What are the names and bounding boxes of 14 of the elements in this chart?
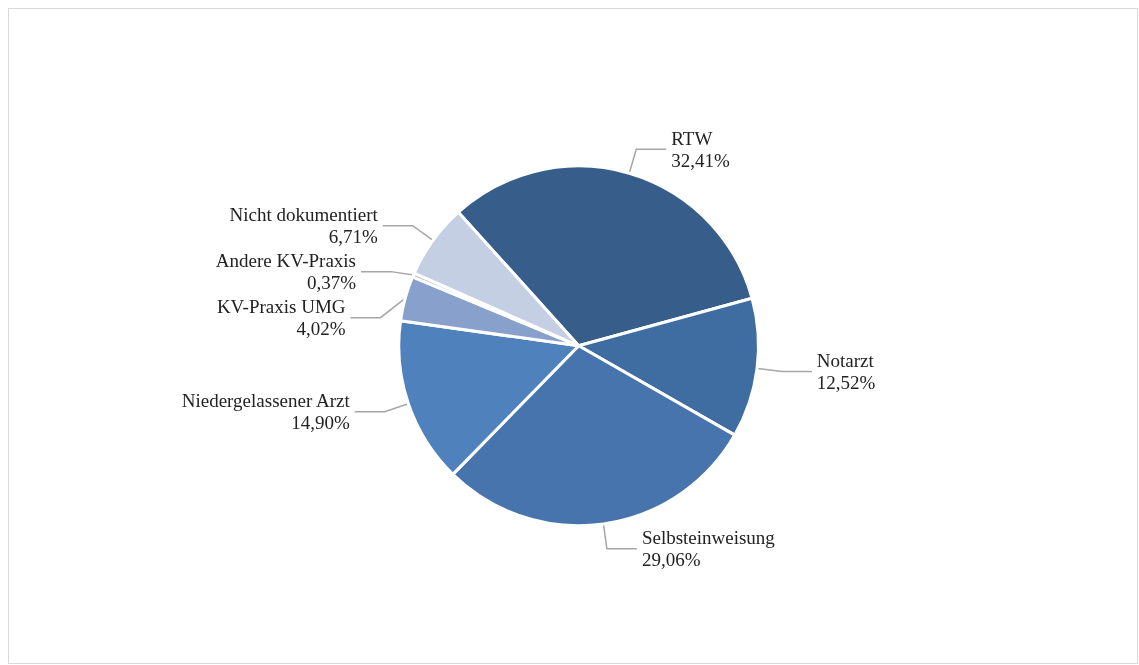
data-label: 12,52%	[816, 372, 876, 394]
slice-label: RTW	[671, 127, 713, 149]
data-label: 6,71%	[328, 226, 378, 248]
data-label: 4,02%	[296, 318, 346, 340]
slice-label: Notarzt	[816, 350, 875, 372]
slice-label: Selbsteinweisung	[641, 527, 776, 549]
slice-label: KV-Praxis UMG	[216, 296, 346, 318]
data-label: 0,37%	[306, 272, 357, 294]
data-label: 29,06%	[641, 549, 701, 571]
slice-label: Nicht dokumentiert	[229, 204, 379, 226]
slice-label: Andere KV-Praxis	[215, 250, 357, 272]
data-label: 14,90%	[291, 412, 350, 434]
data-label: 32,41%	[671, 149, 731, 171]
slice-label: Niedergelassener Arzt	[181, 390, 351, 412]
